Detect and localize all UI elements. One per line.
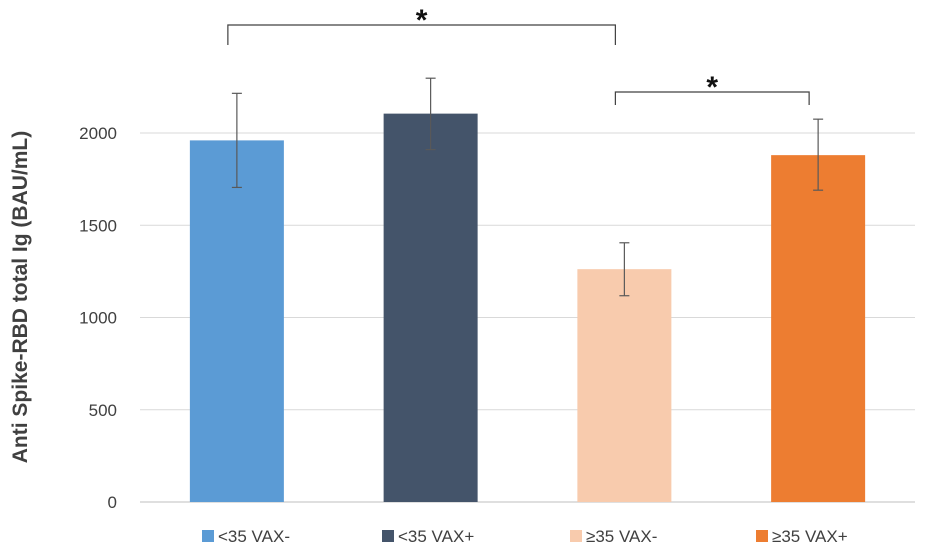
y-axis-label: Anti Spike-RBD total Ig (BAU/mL) (9, 131, 32, 463)
significance-bracket (227, 24, 616, 45)
legend-label: <35 VAX- (218, 527, 290, 546)
y-tick-label: 2000 (79, 124, 117, 143)
legend: <35 VAX- <35 VAX+ ≥35 VAX- ≥35 VAX+ (202, 527, 848, 546)
legend-label: ≥35 VAX+ (772, 527, 848, 546)
y-tick-label: 1500 (79, 216, 117, 235)
significance-bracket (614, 91, 810, 105)
legend-label: ≥35 VAX- (586, 527, 657, 546)
bars (189, 113, 866, 502)
legend-swatch (382, 530, 394, 542)
bar (189, 140, 284, 502)
y-axis-ticks: 0 500 1000 1500 2000 (79, 124, 117, 512)
legend-swatch (570, 530, 582, 542)
significance-brackets: ** (227, 4, 810, 105)
bar (771, 155, 866, 502)
bar (383, 113, 478, 502)
legend-label: <35 VAX+ (398, 527, 474, 546)
legend-swatch (756, 530, 768, 542)
significance-star: * (706, 71, 718, 104)
bar (577, 269, 672, 502)
y-tick-label: 0 (108, 493, 117, 512)
error-bars (231, 77, 824, 297)
significance-star: * (416, 4, 428, 37)
y-tick-label: 1000 (79, 309, 117, 328)
y-tick-label: 500 (89, 401, 117, 420)
legend-swatch (202, 530, 214, 542)
